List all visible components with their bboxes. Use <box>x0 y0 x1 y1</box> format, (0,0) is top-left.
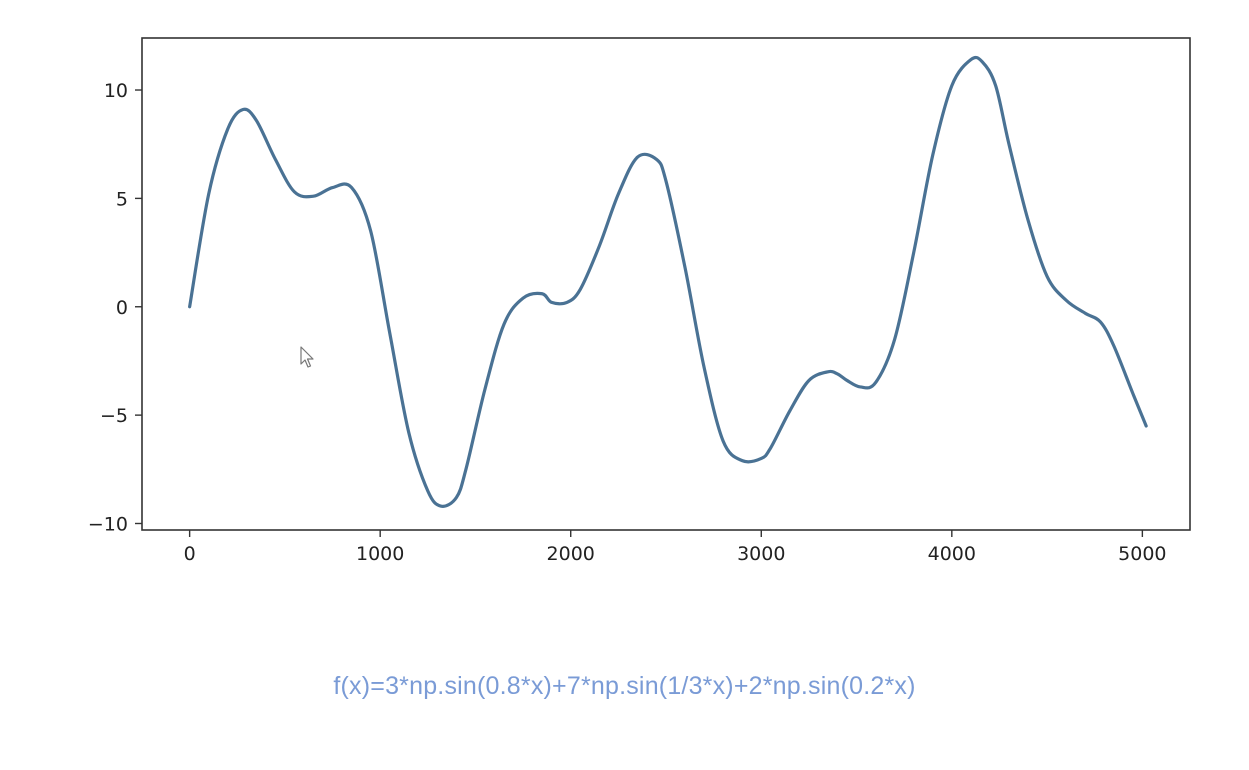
formula-caption: f(x)=3*np.sin(0.8*x)+7*np.sin(1/3*x)+2*n… <box>333 672 916 700</box>
mouse-pointer-icon <box>300 346 314 368</box>
x-tick-label: 0 <box>184 543 196 565</box>
y-tick-label: 5 <box>116 188 128 210</box>
y-tick-label: 0 <box>116 297 128 319</box>
y-tick-label: −10 <box>88 513 128 535</box>
x-tick-label: 5000 <box>1118 543 1166 565</box>
y-axis: −10 −5 0 5 10 <box>88 80 142 535</box>
x-tick-label: 1000 <box>356 543 404 565</box>
x-tick-label: 3000 <box>737 543 785 565</box>
x-tick-label: 2000 <box>547 543 595 565</box>
y-tick-label: 10 <box>104 80 128 102</box>
x-tick-label: 4000 <box>928 543 976 565</box>
series-line <box>188 55 1148 508</box>
x-axis: 0 1000 2000 3000 4000 5000 <box>184 530 1167 565</box>
y-tick-label: −5 <box>100 405 128 427</box>
plot-frame <box>141 37 1191 531</box>
